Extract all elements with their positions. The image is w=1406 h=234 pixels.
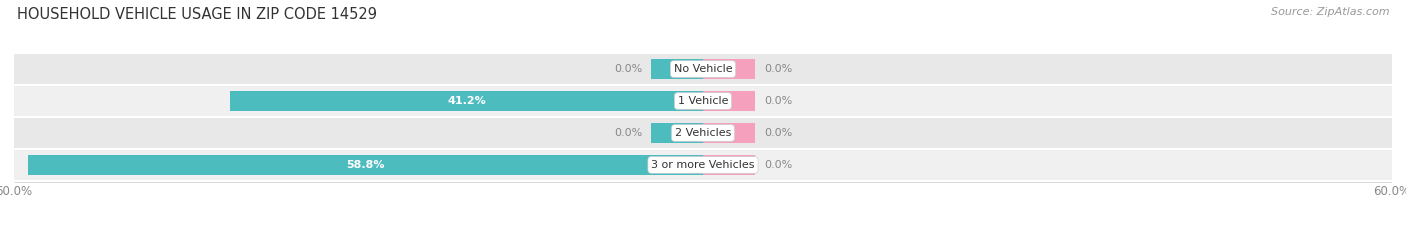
Text: 0.0%: 0.0% [763, 64, 792, 74]
Text: 0.0%: 0.0% [763, 160, 792, 170]
Text: 0.0%: 0.0% [614, 64, 643, 74]
Bar [703, 123, 755, 143]
Bar [231, 91, 703, 111]
Bar [14, 150, 1392, 180]
Text: 58.8%: 58.8% [346, 160, 385, 170]
Bar [651, 123, 703, 143]
Bar [14, 54, 1392, 84]
Bar [14, 86, 1392, 116]
Bar [703, 59, 755, 79]
Text: No Vehicle: No Vehicle [673, 64, 733, 74]
Text: 0.0%: 0.0% [763, 96, 792, 106]
Bar [14, 118, 1392, 148]
Bar [703, 91, 755, 111]
Text: 1 Vehicle: 1 Vehicle [678, 96, 728, 106]
Bar [28, 155, 703, 175]
Bar [703, 155, 755, 175]
Text: 3 or more Vehicles: 3 or more Vehicles [651, 160, 755, 170]
Bar [651, 59, 703, 79]
Text: 2 Vehicles: 2 Vehicles [675, 128, 731, 138]
Text: HOUSEHOLD VEHICLE USAGE IN ZIP CODE 14529: HOUSEHOLD VEHICLE USAGE IN ZIP CODE 1452… [17, 7, 377, 22]
Text: 0.0%: 0.0% [763, 128, 792, 138]
Text: 41.2%: 41.2% [447, 96, 486, 106]
Text: Source: ZipAtlas.com: Source: ZipAtlas.com [1271, 7, 1389, 17]
Text: 0.0%: 0.0% [614, 128, 643, 138]
